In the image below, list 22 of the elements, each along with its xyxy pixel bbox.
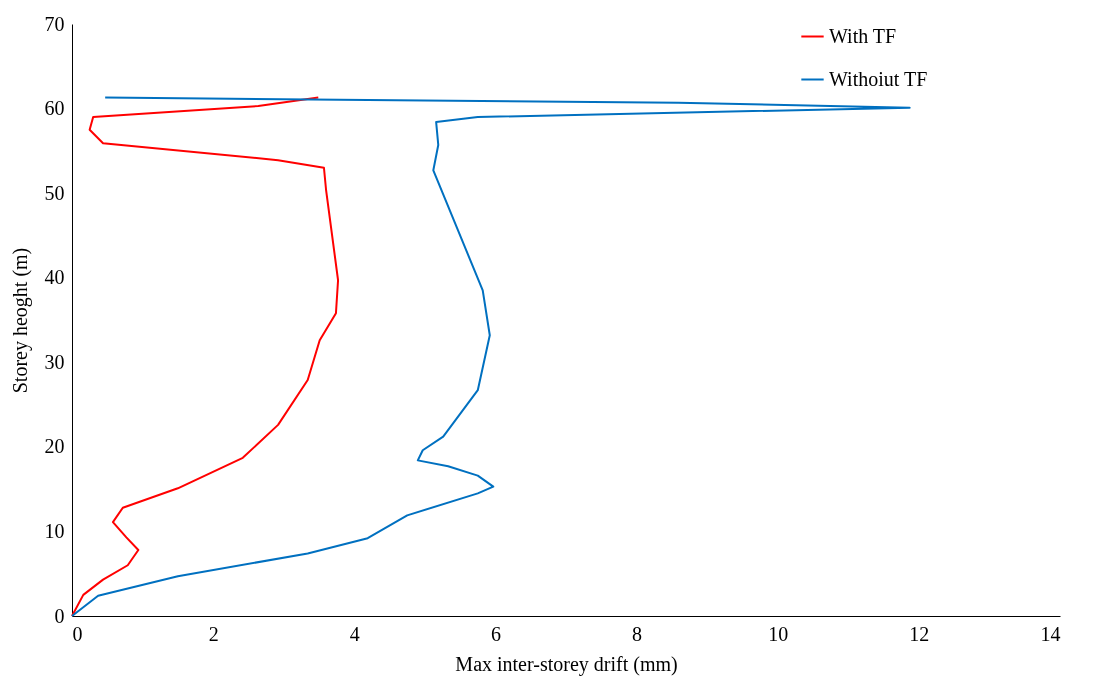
x-tick-label: 14 (1040, 622, 1061, 645)
x-tick-label: 6 (490, 622, 501, 645)
line-series (71, 96, 911, 617)
x-tick-label: 10 (768, 622, 789, 645)
y-axis-title: Storey heoght (m) (8, 247, 32, 394)
x-tick-label: 8 (632, 622, 643, 645)
x-tick-label: 2 (208, 622, 219, 645)
y-tick-label: 0 (54, 604, 65, 627)
legend-label: With TF (829, 24, 897, 47)
y-tick-label: 40 (44, 266, 65, 289)
x-tick-label: 12 (909, 622, 930, 645)
legend-label: Withoiut TF (829, 67, 928, 90)
x-tick-label: 4 (349, 622, 360, 645)
y-tick-label: 10 (44, 519, 65, 542)
y-tick-label: 30 (44, 350, 65, 373)
y-tick-label: 50 (44, 181, 65, 204)
y-tick-label: 70 (44, 12, 65, 35)
x-axis-title: Max inter-storey drift (mm) (455, 652, 678, 676)
y-tick-label: 60 (44, 97, 65, 120)
line-series (71, 96, 340, 617)
x-tick-label: 0 (72, 622, 83, 645)
y-tick-label: 20 (44, 435, 65, 458)
